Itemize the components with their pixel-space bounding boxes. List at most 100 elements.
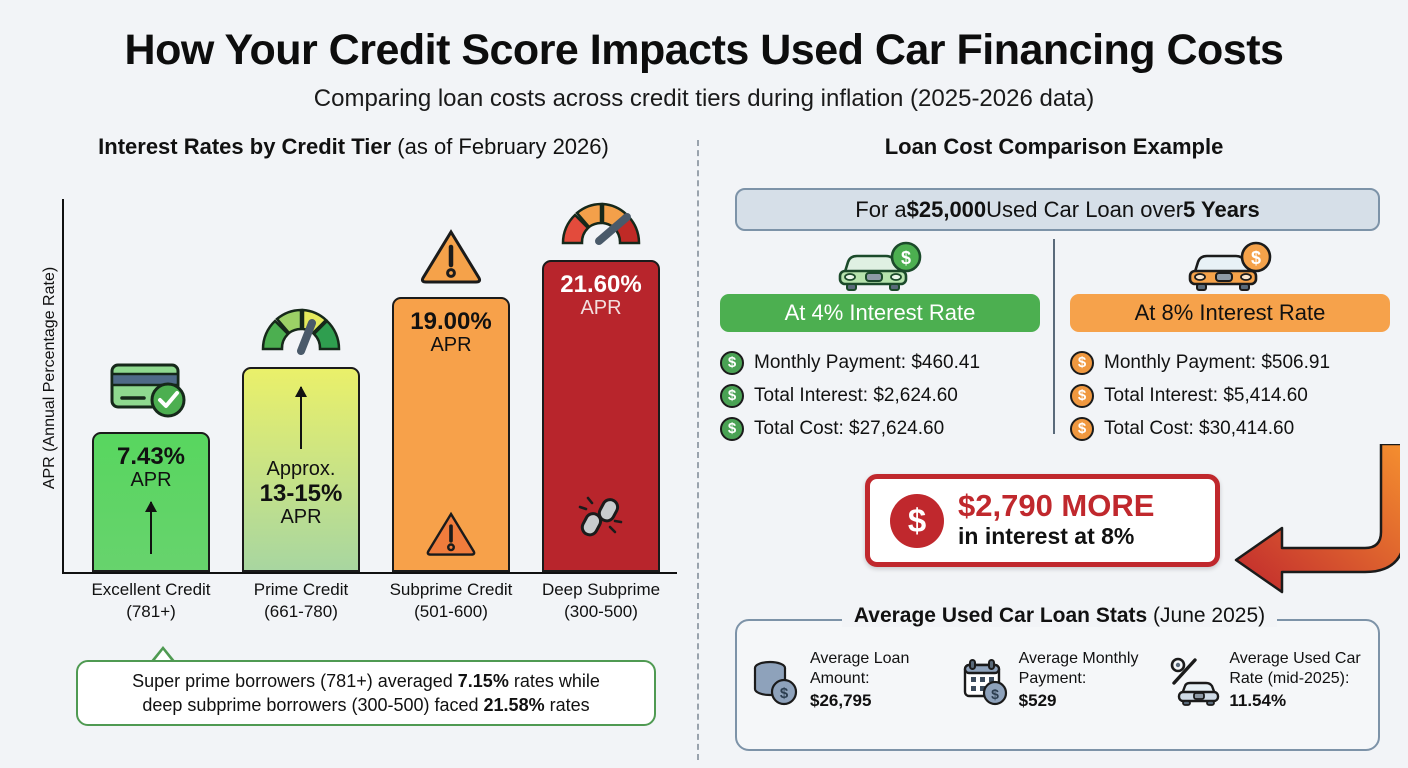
rate-pill-8pct: At 8% Interest Rate (1070, 294, 1390, 332)
stat-average-monthly-payment: $ Average Monthly Payment: $529 (960, 649, 1163, 712)
x-tick-subprime: Subprime Credit (501-600) (376, 579, 526, 623)
comparison-column-4pct: $ At 4% Interest Rate $ Monthly Payment:… (720, 239, 1040, 445)
loan-stats-box: Average Used Car Loan Stats (June 2025) … (735, 604, 1380, 751)
loan-stats-title-bold: Average Used Car Loan Stats (853, 604, 1148, 627)
loan-stats-title: Average Used Car Loan Stats (June 2025) (737, 604, 1382, 628)
comparison-column-8pct: $ At 8% Interest Rate $ Monthly Payment:… (1070, 239, 1390, 445)
loan-stats-title-light: (June 2025) (1147, 604, 1266, 627)
stat-label-l1: Average Monthly (1018, 650, 1139, 667)
bar-unit-deep-subprime: APR (580, 297, 622, 320)
detail-text: Monthly Payment: $506.91 (1104, 351, 1331, 373)
gauge-green-icon (255, 299, 347, 360)
x-tick-prime: Prime Credit (661-780) (226, 579, 376, 623)
svg-text:$: $ (991, 686, 999, 702)
dollar-coin-icon: $ (1070, 350, 1094, 375)
detail-text: Total Interest: $2,624.60 (754, 384, 958, 406)
comparison-divider (1053, 239, 1055, 434)
warning-triangle-icon (419, 227, 483, 290)
chart-heading-light: (as of February 2026) (391, 134, 609, 159)
callout-l2c: rates (544, 695, 590, 715)
detail-row: $ Monthly Payment: $506.91 (1070, 346, 1390, 379)
x-tick-excellent: Excellent Credit (781+) (76, 579, 226, 623)
right-panel: Loan Cost Comparison Example For a $25,0… (700, 134, 1408, 768)
banner-text-a: For a (855, 196, 907, 222)
broken-chain-icon (574, 491, 628, 546)
bar-approx-prime: Approx. (266, 458, 336, 480)
dollar-coin-icon: $ (720, 383, 744, 408)
elbow-arrow-icon (1234, 444, 1400, 594)
stat-value: $529 (1018, 690, 1057, 710)
svg-text:$: $ (901, 248, 911, 268)
banner-years: 5 Years (1183, 196, 1260, 222)
x-tick-deep-subprime: Deep Subprime (300-500) (526, 579, 676, 623)
up-arrow-prime (295, 386, 307, 449)
x-tick-deep-subprime-l1: Deep Subprime (541, 580, 661, 599)
bar-column-deep-subprime: 21.60% APR (526, 199, 676, 621)
detail-text: Total Cost: $30,414.60 (1104, 417, 1295, 439)
bar-value-excellent: 7.43% (116, 443, 186, 470)
detail-row: $ Total Interest: $2,624.60 (720, 379, 1040, 412)
bar-column-prime: Approx. 13-15% APR Prime Credit (661-780… (226, 199, 376, 621)
loan-terms-banner: For a $25,000 Used Car Loan over 5 Years (735, 188, 1380, 231)
left-panel: Interest Rates by Credit Tier (as of Feb… (0, 134, 697, 768)
dollar-coin-icon: $ (1070, 416, 1094, 441)
y-axis-label: APR (Annual Percentage Rate) (41, 266, 58, 490)
x-tick-deep-subprime-l2: (300-500) (564, 602, 638, 622)
stat-value: $26,795 (810, 690, 872, 710)
rate-pill-4pct: At 4% Interest Rate (720, 294, 1040, 332)
coin-stack-icon: $ (753, 660, 798, 705)
detail-row: $ Total Interest: $5,414.60 (1070, 379, 1390, 412)
x-axis-line (62, 572, 677, 574)
x-tick-prime-l2: (661-780) (264, 602, 338, 622)
warning-triangle-small-icon (425, 510, 477, 562)
chart-heading-bold: Interest Rates by Credit Tier (98, 134, 392, 159)
callout-l1b: 7.15% (457, 670, 509, 691)
bar-value-deep-subprime: 21.60% (560, 271, 642, 298)
panel-divider (697, 140, 699, 760)
loan-stats-row: $ Average Loan Amount: $26,795 (751, 649, 1371, 712)
interest-difference-amount: $2,790 MORE (958, 488, 1155, 524)
stat-average-loan-amount: $ Average Loan Amount: $26,795 (751, 649, 954, 712)
bar-column-excellent: 7.43% APR Excellent Credit (781+) (76, 199, 226, 621)
bar-subprime: 19.00% APR (392, 297, 510, 572)
bar-unit-excellent: APR (130, 469, 172, 492)
up-arrow-excellent (145, 501, 157, 554)
stat-label-l1: Average Loan (810, 650, 910, 667)
rate-comparison: $ At 4% Interest Rate $ Monthly Payment:… (720, 239, 1390, 441)
percent-car-icon (1171, 657, 1220, 706)
bar-unit-subprime: APR (430, 334, 472, 357)
callout-l2b: 21.58% (483, 695, 545, 715)
bar-group: 7.43% APR Excellent Credit (781+) (76, 199, 676, 621)
chart-annotation-callout: Super prime borrowers (781+) averaged 7.… (76, 660, 656, 726)
stat-value: 11.54% (1229, 690, 1287, 710)
detail-row: $ Total Cost: $27,624.60 (720, 412, 1040, 445)
svg-text:$: $ (780, 685, 789, 702)
bar-value-subprime: 19.00% (410, 308, 492, 335)
bar-column-subprime: 19.00% APR Subprime Credit (376, 199, 526, 621)
bar-chart: APR (Annual Percentage Rate) (41, 199, 677, 621)
bar-unit-prime: APR (280, 506, 322, 529)
x-tick-excellent-l2: (781+) (126, 602, 176, 622)
car-dollar-orange-icon: $ (1070, 239, 1390, 294)
detail-row: $ Monthly Payment: $460.41 (720, 346, 1040, 379)
car-dollar-green-icon: $ (720, 239, 1040, 294)
y-axis-line (62, 199, 64, 574)
bar-value-prime: 13-15% (259, 480, 343, 507)
banner-text-b: Used Car Loan over (986, 196, 1184, 222)
callout-l2a: deep subprime borrowers (300-500) faced (142, 695, 484, 715)
interest-difference-subtitle: in interest at 8% (958, 522, 1135, 549)
detail-text: Total Cost: $27,624.60 (754, 417, 945, 439)
x-tick-prime-l1: Prime Credit (253, 580, 349, 599)
bar-prime: Approx. 13-15% APR (242, 367, 360, 572)
dollar-coin-large-icon: $ (890, 493, 944, 548)
bar-excellent: 7.43% APR (92, 432, 210, 572)
stat-average-used-car-rate: Average Used Car Rate (mid-2025): 11.54% (1168, 649, 1371, 712)
stat-label-l2: Payment: (1018, 670, 1087, 688)
page-subtitle: Comparing loan costs across credit tiers… (313, 85, 1095, 112)
interest-difference-callout: $ $2,790 MORE in interest at 8% (865, 474, 1220, 567)
stat-label-l1: Average Used Car (1229, 650, 1361, 667)
detail-list-4pct: $ Monthly Payment: $460.41 $ Total Inter… (720, 346, 1040, 445)
gauge-red-icon (555, 193, 647, 254)
stat-label-l2: Rate (mid-2025): (1229, 670, 1350, 688)
detail-text: Total Interest: $5,414.60 (1104, 384, 1308, 406)
